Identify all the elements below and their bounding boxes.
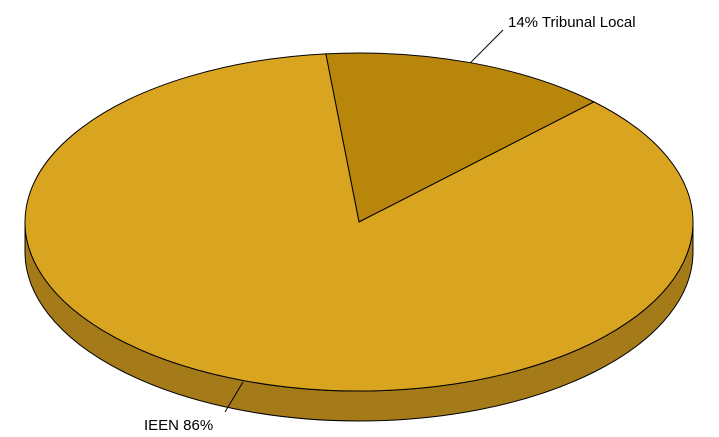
leader-line-ieen: [224, 381, 244, 413]
pie-slice-ieen: [24, 53, 694, 392]
label-tribunal-local: 14% Tribunal Local: [508, 14, 636, 31]
leader-line-tribunal-local: [470, 29, 504, 64]
label-ieen: IEEN 86%: [144, 417, 213, 434]
pie-leader-lines: [224, 29, 504, 413]
pie-top: [24, 52, 694, 392]
